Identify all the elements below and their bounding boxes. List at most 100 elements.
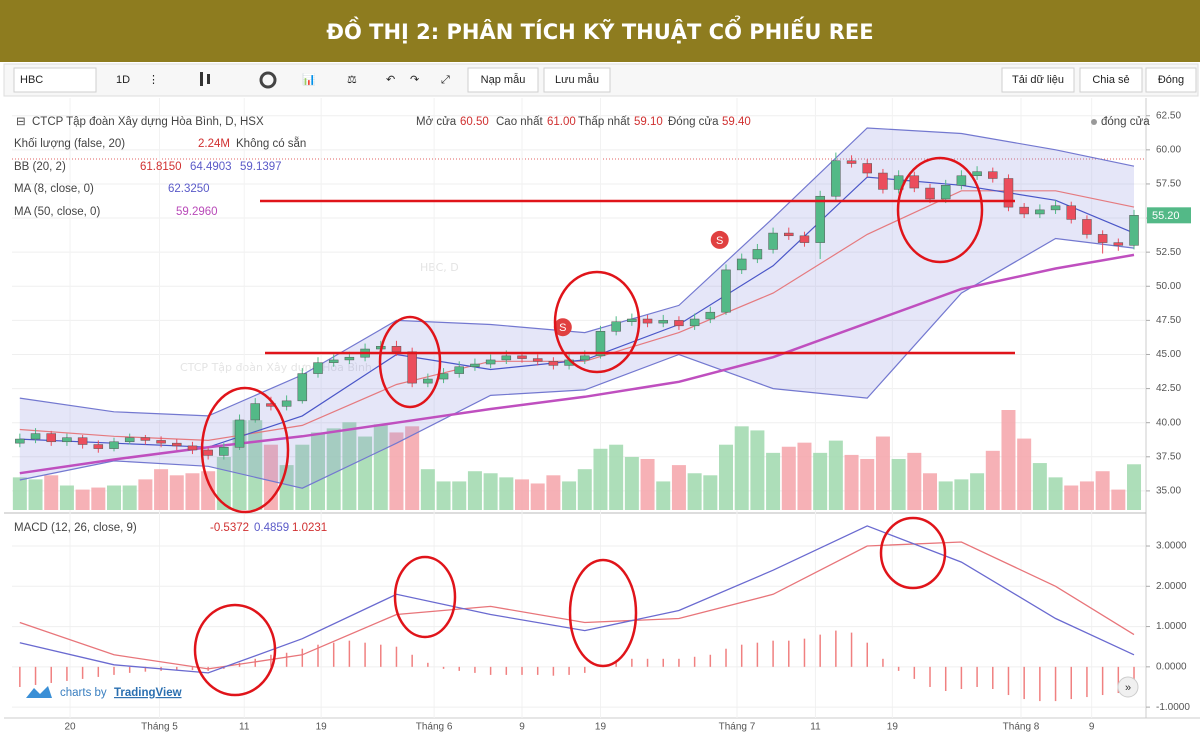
volume-bar	[12, 477, 27, 510]
volume-value: 2.24M	[198, 138, 230, 150]
indicator-icon[interactable]: 📊	[302, 73, 316, 86]
volume-bar	[1032, 463, 1047, 510]
volume-bar	[44, 475, 59, 510]
volume-bar	[1111, 489, 1126, 510]
candle-body	[611, 321, 621, 332]
volume-bar	[436, 481, 451, 510]
volume-bar	[860, 458, 875, 510]
last-price-label: 55.20	[1152, 210, 1180, 222]
candle-body	[1003, 178, 1014, 208]
volume-bar	[562, 481, 577, 510]
ohlc-label: Thấp nhất	[578, 116, 631, 128]
volume-bar	[828, 440, 843, 510]
volume-bar	[844, 454, 859, 510]
interval[interactable]: 1D	[116, 74, 130, 86]
volume-bar	[703, 475, 718, 510]
button[interactable]	[467, 67, 539, 93]
volume-bar	[624, 456, 639, 510]
bb-label: BB (20, 2)	[14, 161, 66, 173]
candle-body	[219, 446, 229, 456]
volume-bar	[1017, 438, 1032, 510]
legend-toggle[interactable]: ⊟	[16, 116, 26, 128]
candle-body	[391, 346, 402, 352]
button[interactable]	[543, 67, 611, 93]
ma8-value: 62.3250	[168, 183, 210, 195]
candle-body	[1082, 219, 1092, 235]
scroll-button[interactable]	[1117, 676, 1139, 698]
candle-body	[580, 355, 590, 361]
candle-body	[784, 232, 794, 237]
volume-bar	[656, 481, 671, 510]
volume-bar	[938, 481, 953, 510]
candle-body	[62, 437, 72, 443]
candle-body	[438, 373, 449, 380]
bb-value: 61.8150	[140, 161, 182, 173]
candle-body	[658, 320, 668, 324]
compare-icon[interactable]: ⚖	[347, 74, 357, 86]
volume-bar	[923, 473, 938, 510]
candle-body	[878, 172, 888, 190]
candle-body	[642, 318, 653, 324]
ohlc-value: 59.40	[722, 116, 751, 128]
volume-bar	[389, 432, 404, 510]
candle-body	[940, 185, 951, 200]
y-tick-label: 40.00	[1156, 417, 1181, 428]
candle-body	[140, 437, 151, 441]
candle-icon	[207, 74, 210, 84]
annotation-circle	[193, 603, 277, 697]
volume-bar	[515, 479, 530, 510]
volume-bar	[107, 485, 122, 510]
candle-body	[344, 356, 355, 361]
candle-body	[313, 362, 323, 374]
bb-value: 59.1397	[240, 161, 282, 173]
y-tick-label: 42.50	[1156, 383, 1181, 394]
x-tick-label: 11	[239, 722, 250, 733]
y-tick-label: 57.50	[1156, 179, 1181, 190]
header-bar	[0, 0, 1200, 62]
candle-body	[1129, 215, 1139, 246]
symbol-box[interactable]	[13, 67, 97, 93]
branding-name[interactable]: TradingView	[114, 687, 182, 699]
volume-bar	[687, 473, 702, 510]
tv-logo	[26, 686, 52, 698]
y-tick-label: 50.00	[1156, 281, 1181, 292]
ohlc-value: 60.50	[460, 116, 489, 128]
volume-bar	[75, 489, 90, 510]
x-tick-label: 9	[519, 722, 525, 733]
x-tick-label: Tháng 8	[1003, 722, 1040, 733]
candle-body	[297, 373, 308, 402]
y-tick-label: 35.00	[1156, 486, 1181, 497]
scroll-icon: »	[1125, 682, 1131, 694]
y-tick-label: 37.50	[1156, 451, 1181, 462]
menu-dots[interactable]: ⋮	[148, 74, 159, 86]
volume-bar	[1079, 481, 1094, 510]
candle-body	[846, 160, 857, 164]
button-label: Tải dữ liệu	[1012, 74, 1064, 86]
volume-bar	[985, 450, 1000, 510]
signal-line	[19, 541, 1135, 670]
annotation-circle	[393, 555, 457, 639]
candle-icon[interactable]	[200, 72, 203, 86]
redo-icon[interactable]: ↷	[410, 74, 419, 86]
candle-body	[972, 171, 982, 177]
watermark: HBC, D	[420, 261, 459, 274]
button[interactable]	[1079, 67, 1143, 93]
undo-icon[interactable]: ↶	[386, 74, 395, 86]
settings-icon[interactable]	[259, 71, 277, 89]
candle-body	[909, 175, 920, 189]
volume-bar	[28, 479, 43, 510]
fullscreen-icon[interactable]: ⤢	[441, 74, 450, 86]
volume-bar	[138, 479, 153, 510]
candle-body	[93, 444, 104, 449]
candle-body	[109, 441, 119, 449]
volume-note: Không có sẵn	[236, 137, 306, 150]
signal-label: S	[559, 322, 566, 334]
volume-bar	[295, 444, 310, 510]
button[interactable]	[1001, 67, 1075, 93]
candle-body	[1050, 205, 1061, 211]
button[interactable]	[1145, 67, 1197, 93]
volume-bar	[1095, 471, 1110, 510]
candle-body	[1097, 234, 1108, 243]
candle-body	[517, 355, 527, 359]
